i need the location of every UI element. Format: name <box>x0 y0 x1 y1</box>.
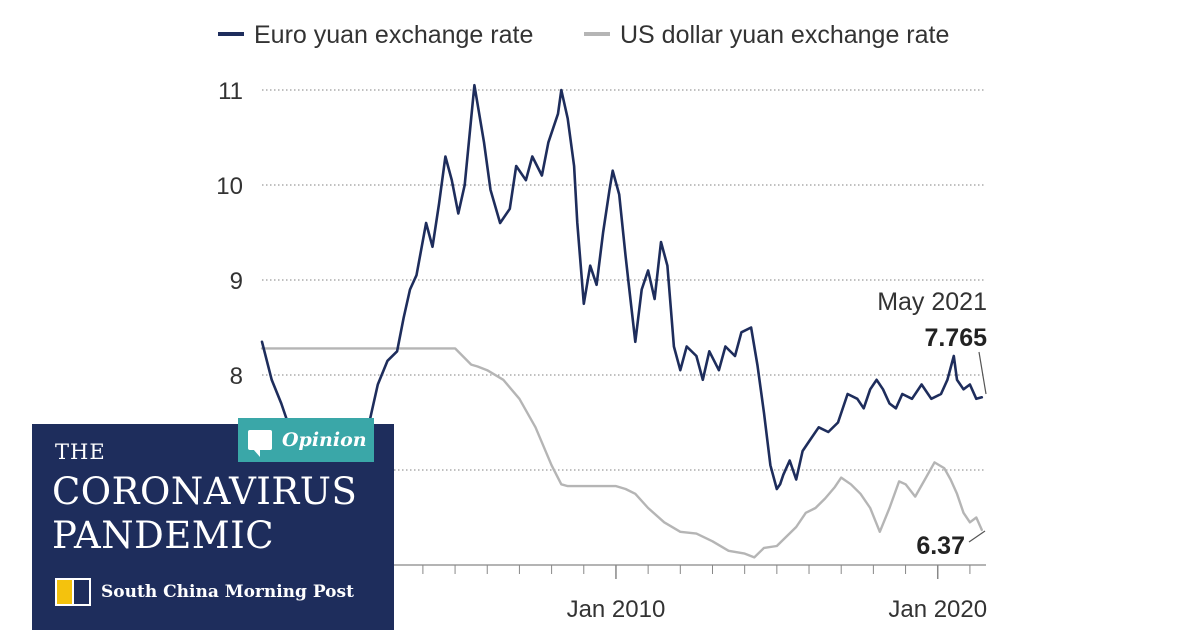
banner-title: CORONAVIRUS PANDEMIC <box>52 470 357 558</box>
opinion-tag: Opinion <box>238 418 374 462</box>
annotation-usd-leader-line <box>968 530 986 543</box>
y-tick-label: 10 <box>216 173 243 200</box>
series-lines <box>260 83 984 559</box>
series-line-usd <box>260 347 983 559</box>
legend-label-usd: US dollar yuan exchange rate <box>620 21 949 49</box>
annotations: May 2021 7.765 6.37 <box>877 288 987 560</box>
series-line-euro <box>260 83 984 491</box>
x-tick-label: Jan 2010 <box>567 596 666 623</box>
banner-title-line2: PANDEMIC <box>52 514 275 557</box>
x-tick-label: Jan 2020 <box>888 596 987 623</box>
banner-title-line1: CORONAVIRUS <box>52 470 358 513</box>
annotation-euro-last-value: 7.765 <box>924 324 987 352</box>
y-tick-label: 8 <box>230 363 243 390</box>
legend-label-euro: Euro yuan exchange rate <box>254 21 533 49</box>
annotation-usd-last-value: 6.37 <box>916 532 965 560</box>
brand-name: South China Morning Post <box>101 582 354 602</box>
legend: Euro yuan exchange rate US dollar yuan e… <box>218 21 949 49</box>
annotation-date: May 2021 <box>877 288 987 316</box>
opinion-label: Opinion <box>282 429 367 451</box>
speech-bubble-icon <box>248 430 272 457</box>
y-tick-label: 9 <box>230 268 243 295</box>
scmp-logo-icon <box>55 578 91 606</box>
banner-kicker: THE <box>55 440 106 464</box>
brand: South China Morning Post <box>55 578 354 606</box>
annotation-euro-leader-line <box>978 351 987 395</box>
y-tick-label: 11 <box>218 78 243 105</box>
